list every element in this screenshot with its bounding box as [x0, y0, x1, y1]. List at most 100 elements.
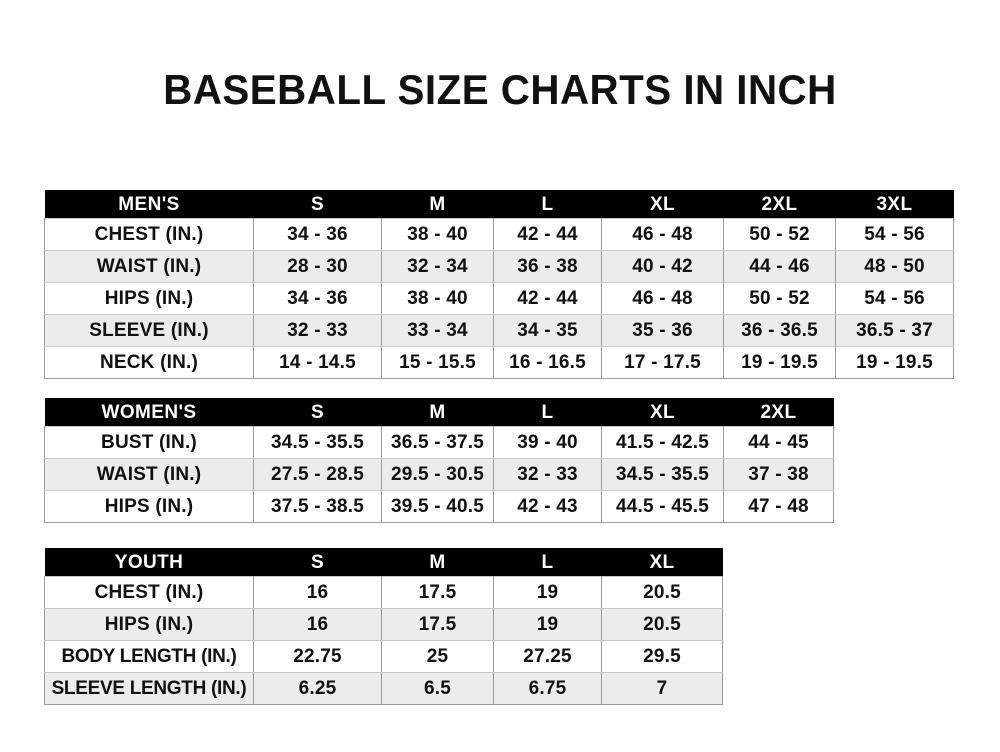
row-label-bust: BUST (IN.) — [44, 426, 254, 459]
womens-size-header-l: L — [493, 398, 602, 427]
cell-neck-l: 16 - 16.5 — [493, 346, 602, 379]
womens-category-label: WOMEN'S — [44, 398, 254, 427]
cell-bust-xl: 41.5 - 42.5 — [601, 426, 724, 459]
cell-hips-2xl: 50 - 52 — [723, 282, 836, 315]
cell-waist-xl: 34.5 - 35.5 — [601, 458, 724, 491]
table-row: BODY LENGTH (IN.) 22.75 25 27.25 29.5 — [44, 640, 723, 673]
mens-category-label: MEN'S — [44, 190, 254, 219]
cell-chest-3xl: 54 - 56 — [835, 218, 954, 251]
cell-body-length-s: 22.75 — [253, 640, 382, 673]
table-row: BUST (IN.) 34.5 - 35.5 36.5 - 37.5 39 - … — [44, 426, 834, 459]
cell-chest-s: 16 — [253, 576, 382, 609]
cell-hips-2xl: 47 - 48 — [723, 490, 834, 523]
youth-size-header-l: L — [493, 548, 602, 577]
row-label-sleeve-length: SLEEVE LENGTH (IN.) — [44, 672, 254, 705]
mens-header-row: MEN'S S M L XL 2XL 3XL — [44, 190, 954, 219]
cell-neck-m: 15 - 15.5 — [381, 346, 494, 379]
womens-size-header-2xl: 2XL — [723, 398, 834, 427]
womens-size-header-xl: XL — [601, 398, 724, 427]
cell-neck-xl: 17 - 17.5 — [601, 346, 724, 379]
cell-waist-3xl: 48 - 50 — [835, 250, 954, 283]
table-row: HIPS (IN.) 37.5 - 38.5 39.5 - 40.5 42 - … — [44, 490, 834, 523]
cell-neck-s: 14 - 14.5 — [253, 346, 382, 379]
cell-hips-3xl: 54 - 56 — [835, 282, 954, 315]
cell-chest-xl: 20.5 — [601, 576, 723, 609]
womens-size-header-s: S — [253, 398, 382, 427]
mens-size-header-m: M — [381, 190, 494, 219]
cell-waist-2xl: 37 - 38 — [723, 458, 834, 491]
row-label-waist: WAIST (IN.) — [44, 250, 254, 283]
cell-neck-3xl: 19 - 19.5 — [835, 346, 954, 379]
table-row: SLEEVE (IN.) 32 - 33 33 - 34 34 - 35 35 … — [44, 314, 954, 347]
row-label-hips: HIPS (IN.) — [44, 608, 254, 641]
mens-size-chart: MEN'S S M L XL 2XL 3XL CHEST (IN.) 34 - … — [44, 190, 954, 379]
cell-hips-xl: 44.5 - 45.5 — [601, 490, 724, 523]
cell-waist-m: 32 - 34 — [381, 250, 494, 283]
cell-bust-s: 34.5 - 35.5 — [253, 426, 382, 459]
youth-header-row: YOUTH S M L XL — [44, 548, 723, 577]
youth-size-header-s: S — [253, 548, 382, 577]
cell-body-length-xl: 29.5 — [601, 640, 723, 673]
table-row: HIPS (IN.) 16 17.5 19 20.5 — [44, 608, 723, 641]
cell-bust-2xl: 44 - 45 — [723, 426, 834, 459]
cell-hips-s: 37.5 - 38.5 — [253, 490, 382, 523]
cell-hips-m: 38 - 40 — [381, 282, 494, 315]
cell-chest-l: 42 - 44 — [493, 218, 602, 251]
mens-size-header-3xl: 3XL — [835, 190, 954, 219]
cell-hips-l: 42 - 44 — [493, 282, 602, 315]
row-label-hips: HIPS (IN.) — [44, 282, 254, 315]
cell-waist-xl: 40 - 42 — [601, 250, 724, 283]
table-row: SLEEVE LENGTH (IN.) 6.25 6.5 6.75 7 — [44, 672, 723, 705]
cell-sleeve-length-l: 6.75 — [493, 672, 602, 705]
cell-waist-s: 28 - 30 — [253, 250, 382, 283]
youth-size-header-m: M — [381, 548, 494, 577]
page-title: BASEBALL SIZE CHARTS IN INCH — [163, 66, 837, 113]
row-label-hips: HIPS (IN.) — [44, 490, 254, 523]
cell-sleeve-length-xl: 7 — [601, 672, 723, 705]
cell-waist-m: 29.5 - 30.5 — [381, 458, 494, 491]
cell-sleeve-2xl: 36 - 36.5 — [723, 314, 836, 347]
cell-hips-s: 34 - 36 — [253, 282, 382, 315]
cell-hips-l: 19 — [493, 608, 602, 641]
cell-hips-m: 39.5 - 40.5 — [381, 490, 494, 523]
cell-waist-s: 27.5 - 28.5 — [253, 458, 382, 491]
youth-size-header-xl: XL — [601, 548, 723, 577]
table-row: HIPS (IN.) 34 - 36 38 - 40 42 - 44 46 - … — [44, 282, 954, 315]
row-label-body-length: BODY LENGTH (IN.) — [44, 640, 254, 673]
cell-neck-2xl: 19 - 19.5 — [723, 346, 836, 379]
row-label-sleeve: SLEEVE (IN.) — [44, 314, 254, 347]
cell-chest-m: 17.5 — [381, 576, 494, 609]
cell-waist-2xl: 44 - 46 — [723, 250, 836, 283]
table-row: WAIST (IN.) 28 - 30 32 - 34 36 - 38 40 -… — [44, 250, 954, 283]
cell-hips-m: 17.5 — [381, 608, 494, 641]
cell-chest-2xl: 50 - 52 — [723, 218, 836, 251]
cell-body-length-m: 25 — [381, 640, 494, 673]
cell-sleeve-l: 34 - 35 — [493, 314, 602, 347]
row-label-chest: CHEST (IN.) — [44, 218, 254, 251]
cell-hips-l: 42 - 43 — [493, 490, 602, 523]
cell-bust-l: 39 - 40 — [493, 426, 602, 459]
womens-header-row: WOMEN'S S M L XL 2XL — [44, 398, 834, 427]
mens-size-header-s: S — [253, 190, 382, 219]
mens-size-header-xl: XL — [601, 190, 724, 219]
mens-size-header-2xl: 2XL — [723, 190, 836, 219]
row-label-chest: CHEST (IN.) — [44, 576, 254, 609]
cell-hips-xl: 46 - 48 — [601, 282, 724, 315]
cell-sleeve-3xl: 36.5 - 37 — [835, 314, 954, 347]
cell-waist-l: 32 - 33 — [493, 458, 602, 491]
cell-sleeve-length-m: 6.5 — [381, 672, 494, 705]
youth-category-label: YOUTH — [44, 548, 254, 577]
cell-chest-m: 38 - 40 — [381, 218, 494, 251]
cell-sleeve-length-s: 6.25 — [253, 672, 382, 705]
table-row: CHEST (IN.) 34 - 36 38 - 40 42 - 44 46 -… — [44, 218, 954, 251]
womens-size-header-m: M — [381, 398, 494, 427]
cell-sleeve-m: 33 - 34 — [381, 314, 494, 347]
mens-size-header-l: L — [493, 190, 602, 219]
cell-bust-m: 36.5 - 37.5 — [381, 426, 494, 459]
womens-size-chart: WOMEN'S S M L XL 2XL BUST (IN.) 34.5 - 3… — [44, 398, 834, 523]
cell-waist-l: 36 - 38 — [493, 250, 602, 283]
cell-chest-xl: 46 - 48 — [601, 218, 724, 251]
row-label-waist: WAIST (IN.) — [44, 458, 254, 491]
cell-hips-s: 16 — [253, 608, 382, 641]
